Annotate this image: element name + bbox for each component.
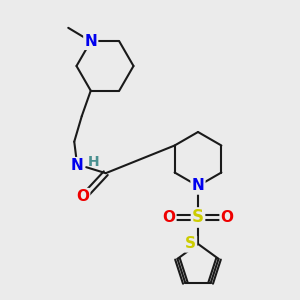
Text: S: S: [185, 236, 196, 251]
Text: S: S: [192, 208, 204, 226]
Text: O: O: [76, 189, 89, 204]
Text: O: O: [162, 210, 176, 225]
Text: N: N: [84, 34, 97, 49]
Text: N: N: [192, 178, 204, 194]
Text: N: N: [71, 158, 84, 173]
Text: H: H: [88, 155, 100, 169]
Text: O: O: [220, 210, 234, 225]
